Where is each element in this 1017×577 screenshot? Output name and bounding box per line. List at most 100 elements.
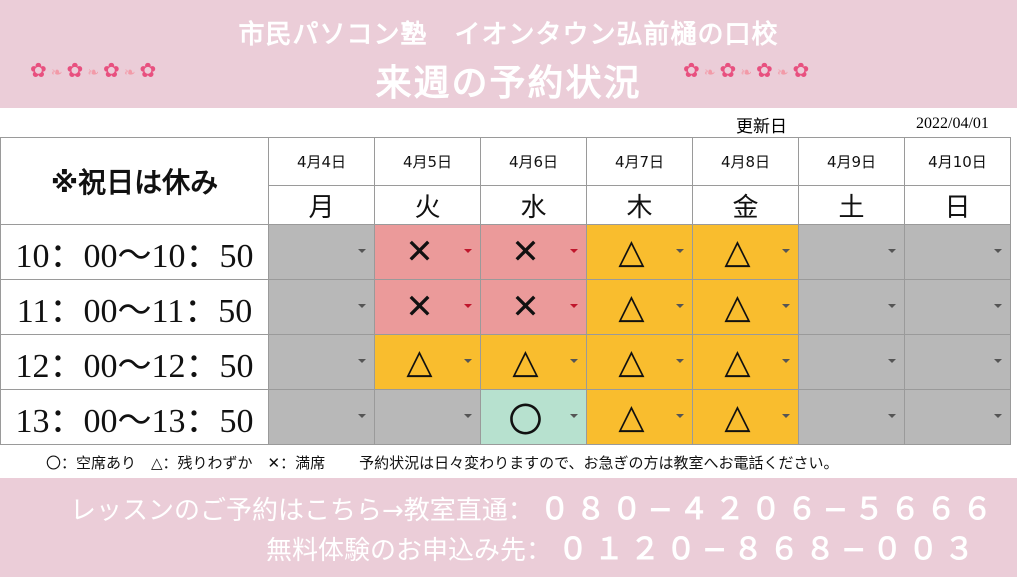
availability-mark: ✕ [511, 232, 540, 272]
time-slot-row: 12：00〜12：50 △ △ △ △ [0, 334, 1011, 390]
dropdown-arrow-icon[interactable] [570, 249, 578, 253]
time-slot-label: 12：00〜12：50 [0, 334, 269, 390]
availability-mark: △ [724, 287, 751, 327]
time-slot-row: 11：00〜11：50 ✕ ✕ △ △ [0, 279, 1011, 335]
availability-cell[interactable] [268, 389, 375, 445]
availability-cell[interactable]: ✕ [480, 224, 587, 280]
footer-banner [0, 478, 1017, 577]
column-date: 4月7日 [586, 137, 693, 186]
lesson-phone-number[interactable]: ０８０−４２０６−５６６６ [539, 492, 999, 527]
dropdown-arrow-icon[interactable] [676, 304, 684, 308]
dropdown-arrow-icon[interactable] [888, 359, 896, 363]
availability-mark: △ [724, 232, 751, 272]
column-weekday: 日 [904, 185, 1011, 225]
time-slot-row: 13：00〜13：50 〇 △ △ [0, 389, 1011, 445]
dropdown-arrow-icon[interactable] [464, 359, 472, 363]
column-weekday: 水 [480, 185, 587, 225]
availability-cell[interactable]: △ [586, 224, 693, 280]
availability-mark: ✕ [405, 287, 434, 327]
dropdown-arrow-icon[interactable] [888, 304, 896, 308]
availability-cell[interactable]: △ [692, 279, 799, 335]
dropdown-arrow-icon[interactable] [782, 359, 790, 363]
column-date: 4月8日 [692, 137, 799, 186]
column-date: 4月6日 [480, 137, 587, 186]
time-slot-row: 10：00〜10：50 ✕ ✕ △ △ [0, 224, 1011, 280]
dropdown-arrow-icon[interactable] [782, 249, 790, 253]
dropdown-arrow-icon[interactable] [994, 249, 1002, 253]
column-weekday: 月 [268, 185, 375, 225]
availability-cell[interactable] [904, 334, 1011, 390]
availability-cell[interactable] [268, 334, 375, 390]
dropdown-arrow-icon[interactable] [676, 249, 684, 253]
lesson-contact: レッスンのご予約はこちら→教室直通： ０８０−４２０６−５６６６ [70, 484, 998, 528]
dropdown-arrow-icon[interactable] [358, 359, 366, 363]
updated-date: 2022/04/01 [916, 115, 989, 132]
dropdown-arrow-icon[interactable] [358, 414, 366, 418]
availability-cell[interactable] [904, 224, 1011, 280]
sakura-flower-icon: ✿❧✿❧✿❧✿ [683, 58, 814, 82]
availability-cell[interactable] [904, 389, 1011, 445]
dropdown-arrow-icon[interactable] [464, 304, 472, 308]
dropdown-arrow-icon[interactable] [358, 249, 366, 253]
trial-phone-number[interactable]: ０１２０−８６８−００３ [558, 532, 981, 567]
dropdown-arrow-icon[interactable] [676, 359, 684, 363]
dropdown-arrow-icon[interactable] [358, 304, 366, 308]
updated-label: 更新日 [736, 117, 787, 137]
dropdown-arrow-icon[interactable] [464, 414, 472, 418]
column-weekday: 火 [374, 185, 481, 225]
school-name: 市民パソコン塾 イオンタウン弘前樋の口校 [238, 20, 779, 50]
availability-cell[interactable] [798, 224, 905, 280]
availability-mark: 〇 [508, 400, 543, 441]
dropdown-arrow-icon[interactable] [888, 249, 896, 253]
dropdown-arrow-icon[interactable] [994, 304, 1002, 308]
availability-cell[interactable]: ✕ [480, 279, 587, 335]
trial-contact: 無料体験のお申込み先： ０１２０−８６８−００３ [266, 524, 980, 568]
column-date: 4月10日 [904, 137, 1011, 186]
legend: 〇：空席あり △：残りわずか ✕：満席 予約状況は日々変わりますので、お急ぎの方は… [46, 452, 839, 473]
dropdown-arrow-icon[interactable] [782, 414, 790, 418]
availability-cell[interactable] [798, 279, 905, 335]
dropdown-arrow-icon[interactable] [464, 249, 472, 253]
availability-cell[interactable]: △ [374, 334, 481, 390]
column-weekday: 木 [586, 185, 693, 225]
dropdown-arrow-icon[interactable] [570, 304, 578, 308]
availability-cell[interactable]: △ [692, 224, 799, 280]
dropdown-arrow-icon[interactable] [994, 359, 1002, 363]
availability-cell[interactable]: △ [586, 389, 693, 445]
availability-mark: △ [406, 342, 433, 382]
availability-cell[interactable]: 〇 [480, 389, 587, 445]
availability-cell[interactable] [374, 389, 481, 445]
header-banner [0, 0, 1017, 108]
holiday-note: ※祝日は休み [0, 137, 269, 225]
dropdown-arrow-icon[interactable] [994, 414, 1002, 418]
availability-cell[interactable] [904, 279, 1011, 335]
availability-cell[interactable]: △ [586, 279, 693, 335]
dropdown-arrow-icon[interactable] [888, 414, 896, 418]
availability-cell[interactable] [798, 389, 905, 445]
availability-cell[interactable]: △ [480, 334, 587, 390]
availability-mark: △ [618, 232, 645, 272]
column-weekday: 土 [798, 185, 905, 225]
dropdown-arrow-icon[interactable] [676, 414, 684, 418]
column-weekday: 金 [692, 185, 799, 225]
availability-mark: ✕ [511, 287, 540, 327]
availability-cell[interactable] [798, 334, 905, 390]
availability-cell[interactable]: △ [586, 334, 693, 390]
dropdown-arrow-icon[interactable] [782, 304, 790, 308]
availability-mark: △ [724, 342, 751, 382]
availability-cell[interactable]: ✕ [374, 224, 481, 280]
dropdown-arrow-icon[interactable] [570, 414, 578, 418]
trial-contact-label: 無料体験のお申込み先： [266, 536, 553, 566]
availability-cell[interactable]: ✕ [374, 279, 481, 335]
availability-mark: △ [618, 287, 645, 327]
availability-mark: △ [618, 342, 645, 382]
availability-cell[interactable] [268, 224, 375, 280]
time-slot-label: 13：00〜13：50 [0, 389, 269, 445]
availability-cell[interactable] [268, 279, 375, 335]
availability-cell[interactable]: △ [692, 389, 799, 445]
time-slot-label: 10：00〜10：50 [0, 224, 269, 280]
column-date: 4月4日 [268, 137, 375, 186]
dropdown-arrow-icon[interactable] [570, 359, 578, 363]
availability-cell[interactable]: △ [692, 334, 799, 390]
sakura-flower-icon: ✿❧✿❧✿❧✿ [30, 58, 161, 82]
